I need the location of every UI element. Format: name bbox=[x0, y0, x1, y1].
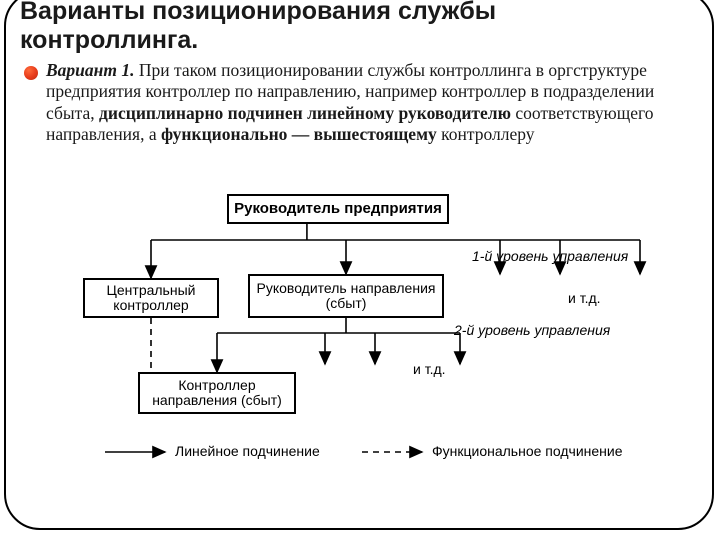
bullet-icon bbox=[24, 66, 38, 80]
node-enterprise-head: Руководитель предприятия bbox=[227, 194, 449, 224]
legend-linear: Линейное подчинение bbox=[175, 443, 320, 459]
slide-title: Варианты позиционирования службы контрол… bbox=[20, 0, 650, 55]
node-direction-head: Руководитель направления (сбыт) bbox=[248, 274, 444, 318]
lead-phrase: Вариант 1. bbox=[46, 60, 134, 80]
org-diagram: Руководитель предприятия Центральный кон… bbox=[0, 194, 720, 514]
body-paragraph: Вариант 1. При таком позиционировании сл… bbox=[46, 60, 686, 145]
label-level-2: 2-й уровень управления bbox=[454, 322, 610, 338]
p-part3: контроллеру bbox=[437, 124, 535, 144]
node-direction-controller: Контроллер направления (сбыт) bbox=[138, 372, 296, 414]
diagram-connectors bbox=[0, 194, 720, 514]
label-level-1: 1-й уровень управления bbox=[472, 248, 628, 264]
p-bold2: функционально — вышестоящему bbox=[161, 124, 437, 144]
p-bold1: дисциплинарно подчинен линейному руковод… bbox=[99, 103, 511, 123]
legend-functional: Функциональное подчинение bbox=[432, 443, 623, 459]
node-central-controller: Центральный контроллер bbox=[83, 278, 219, 318]
label-etc-1: и т.д. bbox=[568, 290, 601, 306]
label-etc-2: и т.д. bbox=[413, 361, 446, 377]
